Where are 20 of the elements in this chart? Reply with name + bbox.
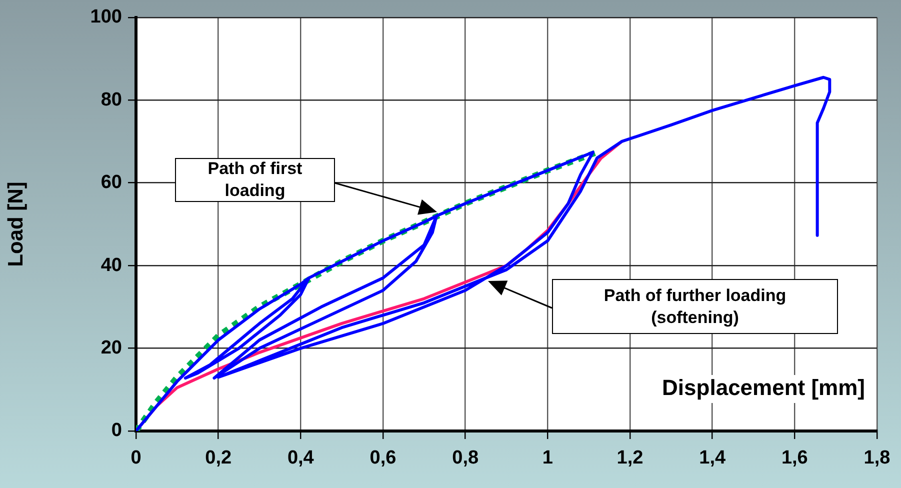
x-tick-label: 1 bbox=[542, 448, 554, 469]
x-tick-label: 1,8 bbox=[864, 448, 890, 469]
y-tick-label: 40 bbox=[100, 254, 122, 276]
y-tick-label: 0 bbox=[111, 420, 122, 442]
x-tick-label: 0,4 bbox=[287, 448, 314, 469]
x-tick-label: 1,4 bbox=[699, 448, 726, 469]
x-tick-label: 0 bbox=[130, 448, 142, 469]
y-tick-label: 60 bbox=[100, 172, 122, 194]
y-tick-label: 100 bbox=[90, 6, 122, 28]
x-axis-title: Displacement [mm] bbox=[662, 375, 865, 400]
callout-box: Path of first loading bbox=[175, 158, 335, 202]
x-tick-label: 0,6 bbox=[370, 448, 396, 469]
y-tick-label: 80 bbox=[100, 89, 122, 110]
y-axis-title: Load [N] bbox=[4, 182, 28, 267]
y-tick-label: 20 bbox=[100, 338, 122, 359]
x-tick-label: 0,8 bbox=[452, 448, 479, 469]
x-tick-label: 0,2 bbox=[205, 448, 232, 469]
x-tick-label: 1,2 bbox=[616, 448, 644, 469]
callout-box: Path of further loading (softening) bbox=[552, 279, 838, 334]
x-tick-label: 1,6 bbox=[781, 448, 808, 469]
